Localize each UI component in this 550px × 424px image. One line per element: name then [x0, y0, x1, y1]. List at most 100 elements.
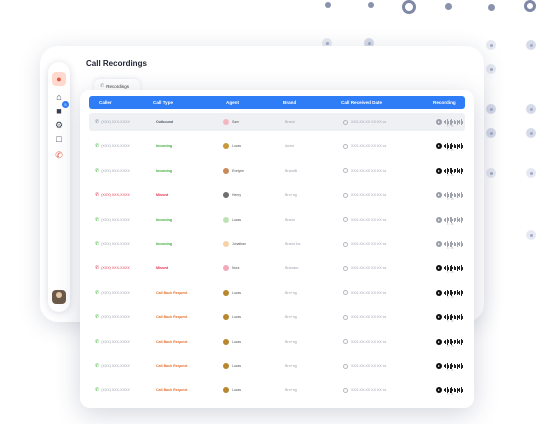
recording-player: 0 : 15	[436, 235, 463, 253]
play-icon[interactable]	[436, 363, 442, 369]
tab-label: Recordings	[106, 83, 129, 89]
agent-avatar	[223, 387, 229, 394]
phone-icon: ✆	[95, 338, 100, 345]
table-row[interactable]: ✆ (XXX) XXX-XXXX Call Back Request Lucas Bro…	[89, 308, 465, 326]
brand-logo-icon[interactable]: ●	[52, 72, 66, 86]
clock-icon	[343, 143, 348, 149]
table-row[interactable]: ✆ (XXX) XXX-XXXX Call Back Request Lucas Bro…	[89, 381, 465, 399]
column-header-brand[interactable]: Brand	[283, 100, 297, 105]
tab-recordings[interactable]: ✆ Recordings	[94, 79, 140, 93]
table-row[interactable]: ✆ (XXX) XXX-XXXX Incoming Lucas Brand XXX-XX-…	[89, 211, 465, 229]
column-header-agent[interactable]: Agent	[226, 100, 240, 105]
table-row[interactable]: ✆ (XXX) XXX-XXXX Incoming Evelyne BrandB XXX-…	[89, 162, 465, 180]
waveform-icon	[444, 265, 463, 272]
table-row[interactable]: ✆ (XXX) XXX-XXXX Missed Nora Brandco XXX-XX-X…	[89, 259, 465, 277]
recording-player: 0 : 15	[436, 308, 463, 326]
home-icon[interactable]: ⌂	[56, 92, 62, 102]
agent-avatar	[223, 119, 229, 125]
date-text: XXX-XX-XX XX:XX xx	[351, 242, 387, 246]
brand-cell: Bro+ng	[285, 388, 297, 393]
caller-number: (XXX) XXX-XXXX	[101, 120, 130, 124]
table-row[interactable]: ✆ (XXX) XXX-XXXX Missed Henry Bro+ng XXX-XX-X…	[89, 186, 465, 204]
clock-icon	[343, 241, 348, 247]
waveform-icon	[444, 216, 463, 223]
decorative-dot	[526, 104, 536, 114]
recording-player: 0 : 15	[436, 259, 463, 277]
column-header-call-type[interactable]: Call Type	[153, 100, 174, 105]
agent-name: Lucas	[232, 290, 242, 295]
call-type-cell: Call Back Request	[156, 381, 187, 399]
agent-avatar	[223, 289, 229, 296]
play-icon[interactable]	[436, 265, 442, 272]
table-row[interactable]: ✆ (XXX) XXX-XXXX Call Back Request Lucas Bro…	[89, 284, 465, 302]
play-icon[interactable]	[436, 167, 442, 174]
play-icon[interactable]	[436, 216, 442, 223]
call-type-cell: Outbound	[156, 113, 173, 131]
phone-icon: ✆	[95, 289, 100, 296]
play-icon[interactable]	[436, 314, 442, 321]
caller-number: (XXX) XXX-XXXX	[101, 193, 130, 198]
settings-icon[interactable]: ⚙	[54, 119, 64, 130]
chat-icon[interactable]: ■ 5	[52, 101, 69, 118]
recording-duration: 0 : 15	[447, 222, 454, 226]
date-text: XXX-XX-XX XX:XX xx	[351, 364, 387, 368]
table-row[interactable]: ✆ (XXX) XXX-XXXX Incoming Lucas Acme XXX-XX-X…	[89, 137, 465, 155]
page-title: Call Recordings	[86, 59, 147, 68]
brand-cell: Brand	[285, 217, 295, 222]
agent-avatar	[223, 167, 229, 174]
play-icon[interactable]	[436, 143, 442, 150]
table-row[interactable]: ✆ (XXX) XXX-XXXX Incoming Jonathan Brand Inc…	[89, 235, 465, 253]
date-text: XXX-XX-XX XX:XX xx	[351, 315, 387, 320]
table-row[interactable]: ✆ (XXX) XXX-XXXX Outbound Sam Brand XXX-XX-XX…	[89, 113, 465, 131]
play-icon[interactable]	[436, 289, 442, 296]
table-row[interactable]: ✆ (XXX) XXX-XXXX Call Back Request Lucas Bro…	[89, 357, 465, 375]
play-icon[interactable]	[436, 192, 442, 199]
recording-player: 0 : 15	[436, 162, 463, 180]
play-icon[interactable]	[436, 119, 442, 125]
recording-player: 0 : 15	[436, 381, 463, 399]
phone-icon[interactable]: ✆	[55, 149, 63, 160]
brand-cell: Brand Inc	[285, 242, 301, 246]
date-cell: XXX-XX-XX XX:XX xx	[343, 162, 386, 180]
phone-icon: ✆	[100, 83, 105, 89]
decorative-dot	[325, 2, 331, 8]
date-text: XXX-XX-XX XX:XX xx	[351, 217, 387, 222]
clock-icon	[343, 314, 348, 320]
play-icon[interactable]	[436, 338, 442, 345]
column-header-date[interactable]: Call Received Date	[341, 100, 383, 105]
clock-icon	[343, 217, 348, 223]
table-header: Caller Call Type Agent Brand Call Receiv…	[89, 96, 465, 109]
date-text: XXX-XX-XX XX:XX xx	[351, 266, 387, 271]
message-icon[interactable]: □	[56, 134, 62, 144]
column-header-recording[interactable]: Recording	[433, 100, 456, 105]
column-header-caller[interactable]: Caller	[99, 100, 112, 105]
call-type-cell: Call Back Request	[156, 357, 187, 375]
brand-cell: Brandco	[285, 266, 299, 271]
recording-player: 0 : 15	[436, 186, 463, 204]
caller-number: (XXX) XXX-XXXX	[101, 144, 130, 149]
decorative-dot	[488, 4, 495, 11]
decorative-dot	[445, 3, 452, 10]
agent-name: Henry	[232, 193, 242, 198]
agent-avatar	[223, 241, 229, 247]
brand-cell: Bro+ng	[285, 290, 297, 295]
agent-avatar	[223, 265, 229, 272]
waveform-icon	[444, 314, 463, 321]
table-row[interactable]: ✆ (XXX) XXX-XXXX Call Back Request Lucas Bro…	[89, 333, 465, 351]
phone-icon: ✆	[95, 387, 100, 394]
play-icon[interactable]	[436, 241, 442, 247]
date-cell: XXX-XX-XX XX:XX xx	[343, 235, 386, 253]
clock-icon	[343, 339, 348, 345]
agent-name: Lucas	[232, 339, 242, 344]
decorative-dot	[524, 0, 536, 12]
play-icon[interactable]	[436, 387, 442, 394]
date-cell: XXX-XX-XX XX:XX xx	[343, 381, 386, 399]
avatar[interactable]	[52, 290, 66, 304]
decorative-dot	[322, 38, 332, 48]
agent-avatar	[223, 314, 229, 321]
call-type-label: Call Back Request	[156, 315, 188, 320]
agent-name: Lucas	[232, 217, 242, 222]
date-cell: XXX-XX-XX XX:XX xx	[343, 186, 386, 204]
caller-number: (XXX) XXX-XXXX	[101, 364, 130, 368]
caller-cell: ✆ (XXX) XXX-XXXX	[95, 235, 130, 253]
